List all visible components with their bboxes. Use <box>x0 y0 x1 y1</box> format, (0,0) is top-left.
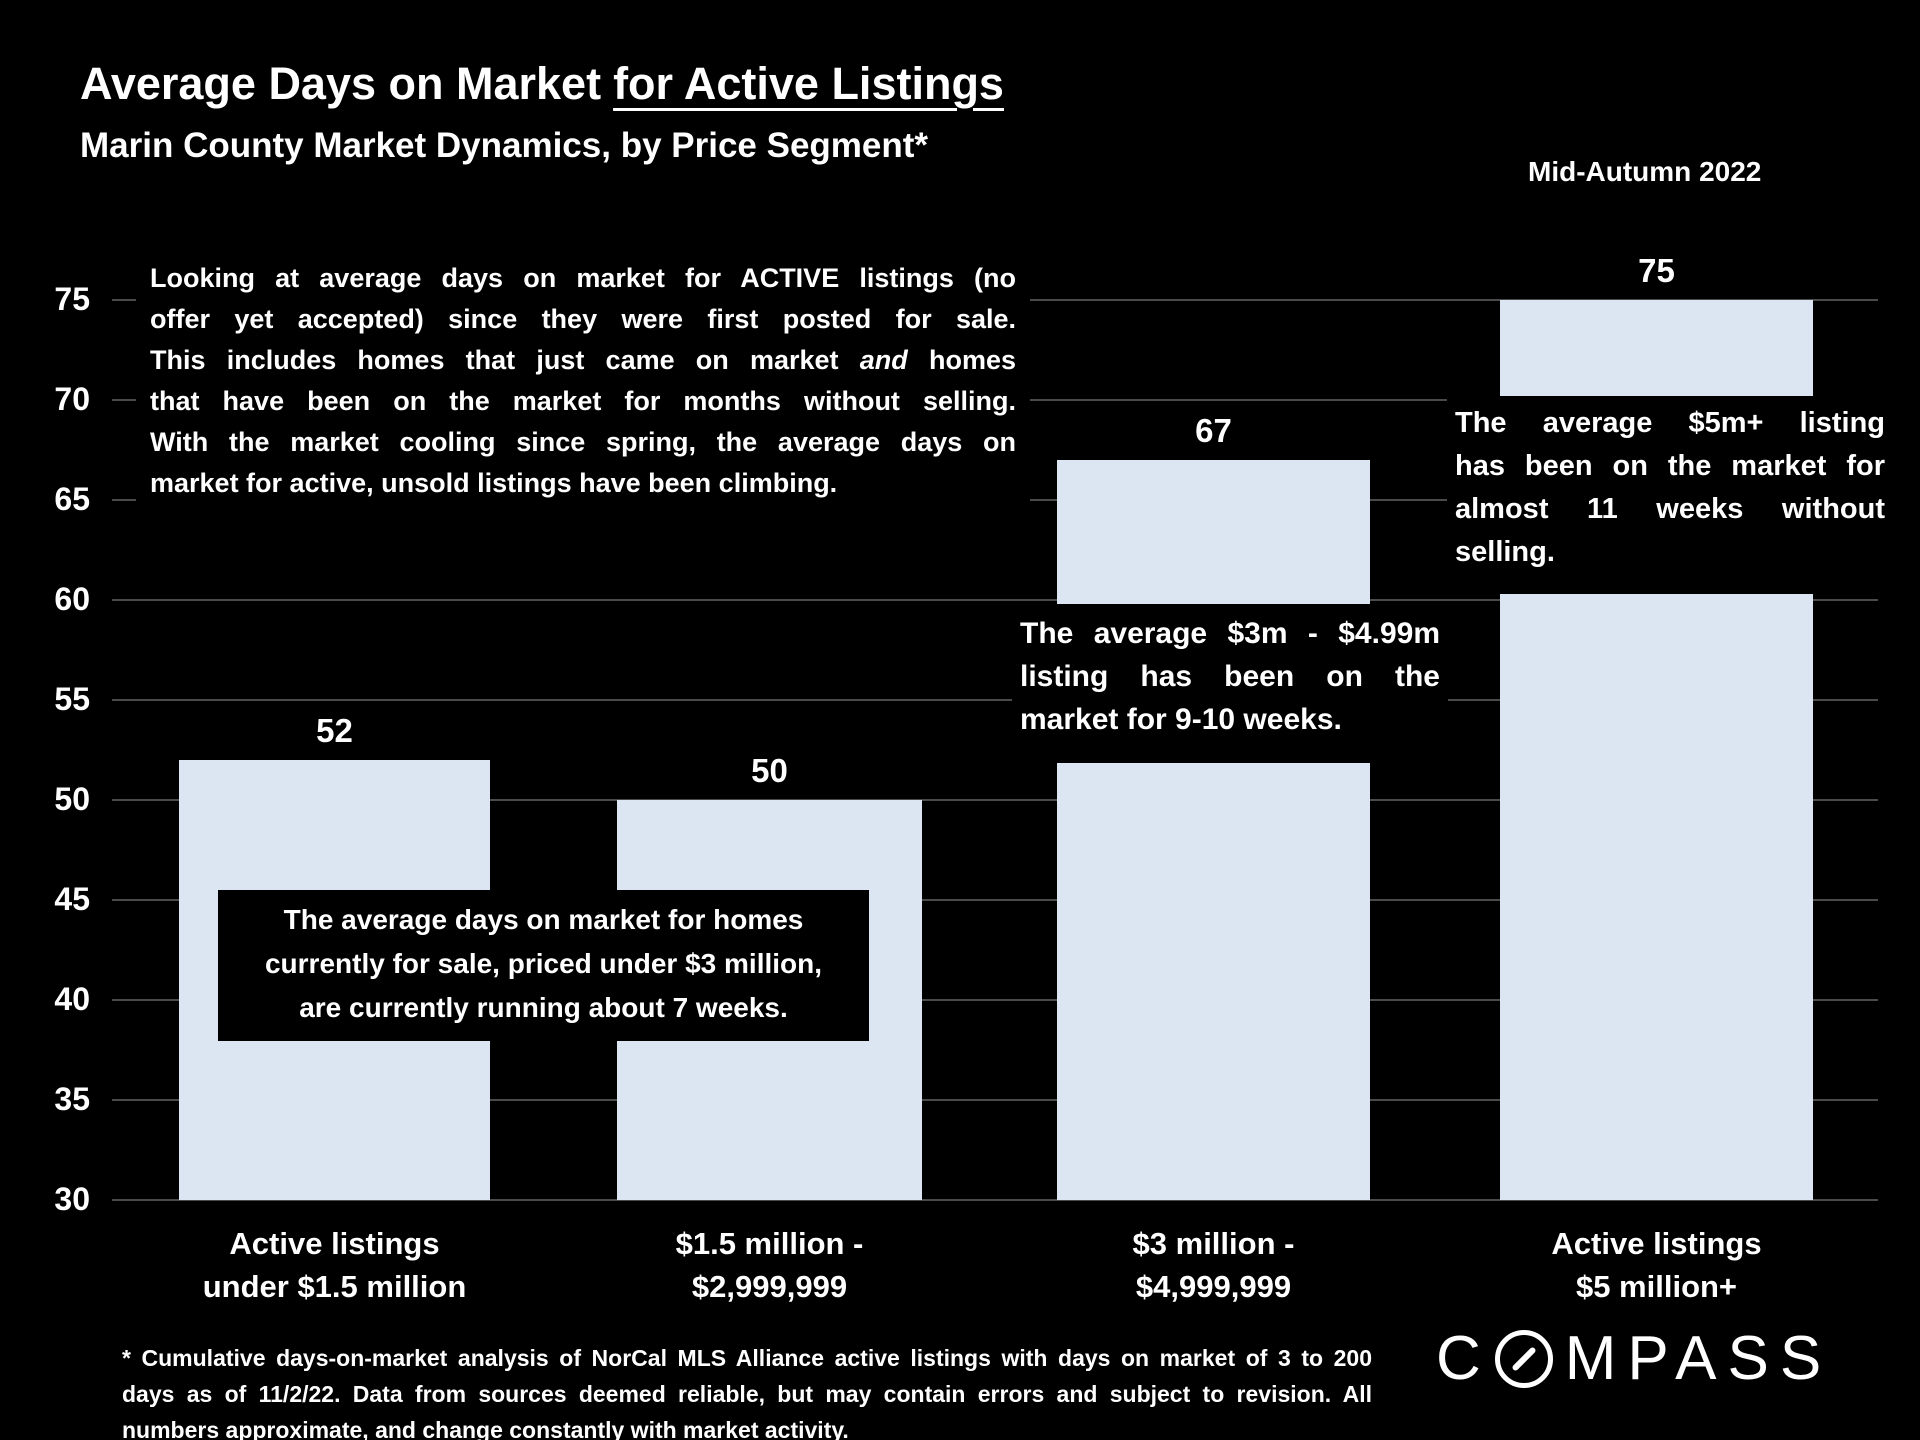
x-category-line: under $1.5 million <box>202 1269 467 1304</box>
bar-value-label: 75 <box>1638 252 1675 289</box>
y-tick-label: 75 <box>54 281 90 317</box>
y-tick-label: 55 <box>54 681 90 717</box>
text-line: that have been on the market for months … <box>150 386 1016 416</box>
page-title: Average Days on Market for Active Listing… <box>80 58 1004 110</box>
y-tick-label: 50 <box>54 781 90 817</box>
annotation-3m-to-5m: The average $3m - $4.99m listing has been… <box>1012 604 1448 763</box>
text-line: numbers approximate, and change constant… <box>122 1417 849 1440</box>
y-tick-label: 60 <box>54 581 90 617</box>
x-category-line: $4,999,999 <box>1135 1269 1292 1304</box>
text-line: selling. <box>1455 536 1555 568</box>
text-line: has been on the market for <box>1455 450 1885 482</box>
page-subtitle: Marin County Market Dynamics, by Price S… <box>80 126 929 165</box>
y-tick-label: 40 <box>54 981 90 1017</box>
text-line: This includes homes that just came on ma… <box>150 345 1016 375</box>
logo-letter-c: C <box>1436 1324 1492 1393</box>
y-gridline <box>112 599 1878 601</box>
x-category-line: $3 million - <box>1132 1226 1295 1261</box>
text-line: market for active, unsold listings have … <box>150 468 838 498</box>
y-gridline <box>112 899 1878 901</box>
edition-label: Mid-Autumn 2022 <box>1528 156 1762 187</box>
x-category-line: $2,999,999 <box>691 1269 848 1304</box>
text-line: days as of 11/2/22. Data from sources de… <box>122 1381 1372 1407</box>
y-tick-label: 70 <box>54 381 90 417</box>
text-line: The average $3m - $4.99m <box>1020 617 1440 650</box>
y-tick-label: 45 <box>54 881 90 917</box>
title-main: Average Days on Market <box>80 58 602 109</box>
x-category-line: $1.5 million - <box>675 1226 864 1261</box>
compass-slashed-o-icon <box>1494 1330 1553 1388</box>
annotation-under-3m: The average days on market for homes curr… <box>218 890 869 1041</box>
annotation-5m-plus: The average $5m+ listing has been on the … <box>1447 396 1893 594</box>
title-underlined: for Active Listings <box>613 58 1004 109</box>
x-category-label: Active listings under $1.5 million <box>99 1222 570 1308</box>
text-line: The average days on market for homes <box>283 904 804 935</box>
x-category-line: $5 million+ <box>1575 1269 1738 1304</box>
y-tick-label: 30 <box>54 1181 90 1217</box>
bar <box>1057 460 1370 1200</box>
intro-paragraph: Looking at average days on market for AC… <box>136 248 1030 534</box>
y-gridline <box>112 1199 1878 1201</box>
y-gridline <box>112 799 1878 801</box>
text-line: offer yet accepted) since they were firs… <box>150 304 1016 334</box>
y-tick-label: 65 <box>54 481 90 517</box>
bar-value-label: 67 <box>1195 412 1232 449</box>
x-category-label: $3 million - $4,999,999 <box>977 1222 1450 1308</box>
compass-needle <box>1511 1346 1537 1372</box>
text-line: The average $5m+ listing <box>1455 407 1885 439</box>
x-category-label: $1.5 million - $2,999,999 <box>537 1222 1002 1308</box>
text-line: Looking at average days on market for AC… <box>150 263 1016 293</box>
x-category-line: Active listings <box>229 1226 440 1261</box>
y-gridline <box>112 1099 1878 1101</box>
text-line: * Cumulative days-on-market analysis of … <box>122 1345 1372 1371</box>
text-line: With the market cooling since spring, th… <box>150 427 1016 457</box>
bar-value-label: 52 <box>316 712 353 749</box>
text-line: are currently running about 7 weeks. <box>299 992 788 1023</box>
compass-logo: C MPASS <box>1436 1328 1832 1390</box>
logo-letters-mpass: MPASS <box>1564 1324 1833 1393</box>
y-gridline <box>112 699 1878 701</box>
footnote: * Cumulative days-on-market analysis of … <box>122 1340 1372 1440</box>
bar-value-label: 50 <box>751 752 788 789</box>
x-category-label: Active listings $5 million+ <box>1420 1222 1893 1308</box>
text-line: almost 11 weeks without <box>1455 493 1885 525</box>
x-category-line: Active listings <box>1551 1226 1762 1261</box>
y-gridline <box>112 999 1878 1001</box>
text-line: listing has been on the <box>1020 660 1440 693</box>
y-tick-label: 35 <box>54 1081 90 1117</box>
text-line: currently for sale, priced under $3 mill… <box>264 948 823 979</box>
text-line: market for 9-10 weeks. <box>1020 703 1342 736</box>
